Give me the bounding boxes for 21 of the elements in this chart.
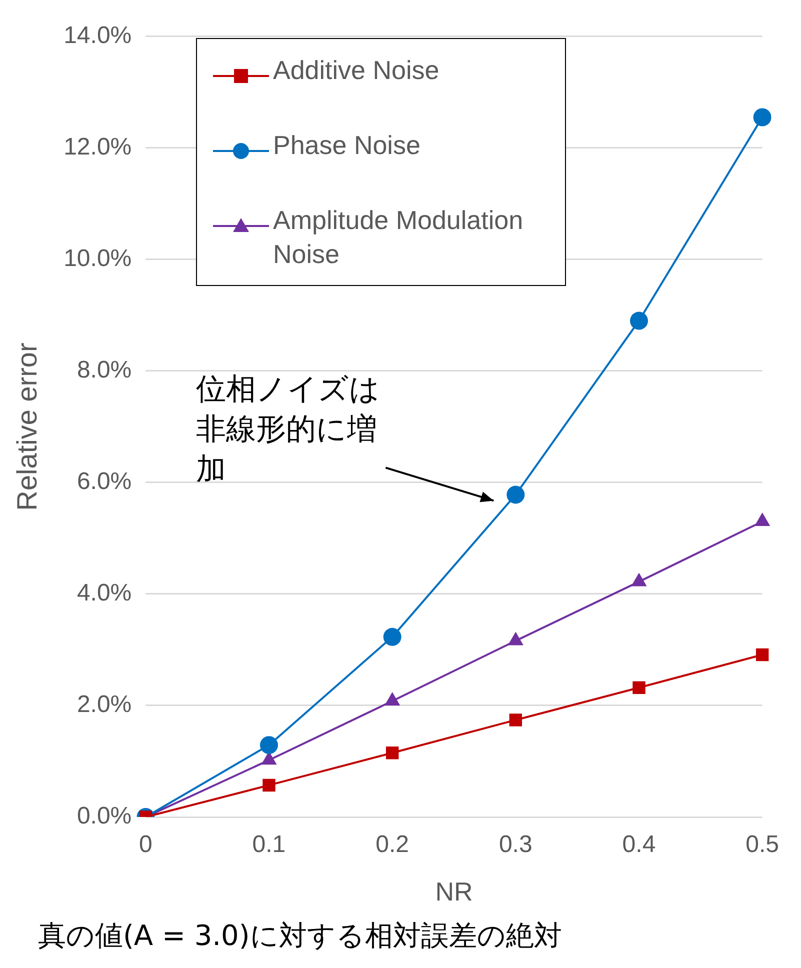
legend-label: Phase Noise <box>273 129 420 162</box>
y-tick-label: 0.0% <box>76 802 132 830</box>
y-axis-title: Relative error <box>12 342 43 511</box>
x-tick-label: 0.5 <box>746 831 780 858</box>
y-tick-label: 4.0% <box>76 580 132 607</box>
y-tick-label: 14.0% <box>64 22 132 50</box>
text: 真の値(A = 3.0)に対する相対誤差の絶対 <box>37 918 563 954</box>
y-tick-label: 12.0% <box>64 134 132 161</box>
x-axis-title: NR <box>435 876 473 907</box>
y-tick-label: 8.0% <box>76 356 132 384</box>
annotation: 位相ノイズは非線形的に増加 <box>196 371 381 489</box>
x-tick-label: 0 <box>138 831 152 858</box>
x-tick-label: 0.2 <box>376 831 410 858</box>
x-tick-label: 0.4 <box>622 831 656 858</box>
legend-label: Amplitude Modulation Noise <box>273 204 524 271</box>
x-tick-label: 0.1 <box>252 831 286 858</box>
y-tick-label: 10.0% <box>64 245 132 272</box>
x-tick-label: 0.3 <box>498 831 532 858</box>
y-tick-label: 2.0% <box>76 691 132 718</box>
legend-label: Additive Noise <box>273 54 440 87</box>
y-tick-label: 6.0% <box>76 468 132 496</box>
